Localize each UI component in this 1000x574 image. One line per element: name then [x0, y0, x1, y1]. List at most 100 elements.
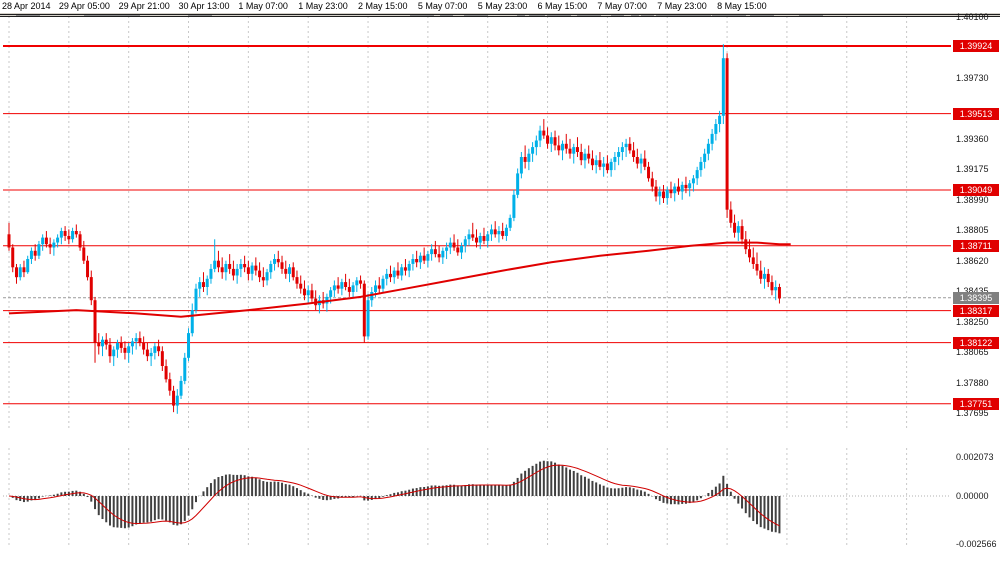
candle [501, 231, 505, 236]
candle [456, 247, 460, 253]
candle [329, 290, 333, 297]
candle [175, 395, 179, 406]
candle [183, 357, 187, 381]
candle [493, 229, 497, 235]
candle [665, 189, 669, 199]
candle [426, 254, 430, 261]
candle [411, 259, 415, 264]
date-axis: 28 Apr 2014 29 Apr 05:00 29 Apr 21:00 30 Ap… [0, 0, 1000, 13]
candle [201, 282, 205, 287]
candle [628, 143, 632, 151]
candle [374, 285, 378, 292]
candle [164, 366, 168, 380]
candle [273, 259, 277, 264]
candle [620, 147, 624, 152]
candle [415, 259, 419, 263]
candle [310, 290, 314, 299]
candle [489, 229, 493, 235]
candle [691, 178, 695, 184]
candle [306, 290, 310, 296]
candle [676, 186, 680, 192]
candle [519, 157, 523, 174]
candle [71, 231, 75, 240]
candle [718, 115, 722, 124]
candle [497, 231, 501, 235]
candle [755, 264, 759, 271]
candle [587, 153, 591, 159]
candle [347, 287, 351, 292]
candle [553, 137, 557, 146]
candle [564, 143, 568, 149]
grid-lines [8, 6, 908, 545]
candle [153, 346, 157, 353]
candle [486, 234, 490, 241]
candle [168, 379, 172, 391]
candle [74, 231, 78, 235]
candle [332, 285, 336, 291]
candle [89, 277, 93, 301]
candle [706, 143, 710, 154]
candle [733, 222, 737, 233]
candle [142, 343, 146, 350]
candle [527, 153, 531, 162]
candle [613, 157, 617, 162]
date-label: 7 May 07:00 [597, 1, 647, 11]
candle [441, 250, 445, 258]
candle [583, 153, 587, 161]
date-label: 28 Apr 2014 [2, 1, 51, 11]
candle [33, 250, 37, 256]
candle [198, 282, 202, 289]
candle [48, 244, 52, 248]
candle [751, 257, 755, 264]
candle [246, 267, 250, 274]
candle [14, 267, 18, 278]
candle [538, 130, 542, 141]
candle [130, 341, 134, 347]
date-label: 5 May 23:00 [477, 1, 528, 11]
candle [93, 300, 97, 343]
candle [41, 237, 45, 245]
candle [119, 343, 123, 348]
candle [392, 270, 396, 278]
candle [362, 283, 366, 337]
ma-line [8, 241, 791, 318]
candle [471, 234, 475, 238]
candle [355, 280, 359, 286]
candle [97, 343, 101, 347]
candle [82, 247, 86, 261]
candle [575, 147, 579, 152]
candle [190, 310, 194, 334]
candle [295, 277, 299, 284]
candle [467, 234, 471, 240]
candle [261, 277, 265, 281]
candle [400, 267, 404, 276]
candle [239, 264, 243, 269]
candle [78, 234, 82, 248]
candle [52, 242, 56, 248]
candle [86, 260, 90, 278]
date-label: 1 May 07:00 [238, 1, 288, 11]
candle [388, 273, 392, 278]
candles [7, 44, 781, 414]
candle [549, 137, 553, 144]
candle [437, 254, 441, 258]
date-label: 30 Apr 13:00 [178, 1, 230, 11]
candle [228, 264, 232, 269]
candle [280, 262, 284, 269]
resistance-lines[interactable] [3, 44, 951, 405]
candle [635, 157, 639, 164]
candle [688, 183, 692, 189]
candle [647, 166, 651, 179]
candle [351, 285, 355, 292]
candle [37, 244, 41, 256]
date-label: 6 May 15:00 [537, 1, 588, 11]
candle [561, 143, 565, 151]
date-label: 29 Apr 21:00 [118, 1, 170, 11]
candle [418, 255, 422, 263]
candle [759, 270, 763, 279]
candle [22, 267, 26, 273]
candle [59, 231, 63, 238]
candle [209, 268, 213, 279]
